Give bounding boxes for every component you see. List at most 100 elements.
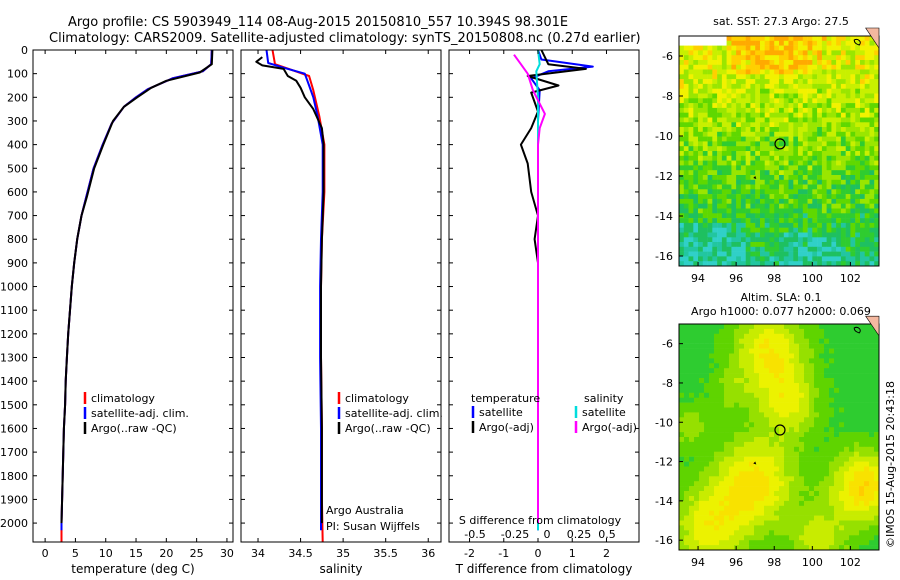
sst-cell [750, 136, 756, 142]
sla-cell [859, 535, 865, 541]
sst-cell [774, 50, 780, 56]
sst-cell [840, 117, 846, 123]
sst-cell [698, 256, 704, 262]
sst-cell [836, 155, 842, 161]
sst-cell [869, 165, 875, 171]
sla-cell [844, 530, 850, 536]
sst-cell [683, 242, 689, 248]
sst-cell [860, 232, 866, 238]
sla-cell [764, 368, 770, 374]
sla-cell [819, 540, 825, 546]
sla-cell [704, 486, 710, 492]
sla-cell [729, 466, 735, 472]
sst-cell [826, 155, 832, 161]
sst-cell [760, 151, 766, 157]
sst-cell [779, 93, 785, 99]
sst-cell [736, 50, 742, 56]
sla-cell [839, 392, 845, 399]
sst-cell [860, 222, 866, 228]
sla-cell [729, 427, 735, 433]
sst-cell [817, 155, 823, 161]
sla-cell [769, 461, 775, 467]
sst-cell [755, 64, 761, 70]
plot-frame [240, 49, 442, 543]
sla-cell [699, 387, 705, 394]
sst-cell [707, 79, 713, 85]
sla-cell [794, 353, 800, 359]
sst-cell [688, 213, 694, 219]
sst-cell [726, 141, 732, 147]
plot-frame [448, 49, 640, 543]
sla-cell [744, 545, 750, 550]
sla-cell [759, 540, 765, 546]
sst-cell [821, 160, 827, 166]
sla-cell [814, 451, 820, 457]
sst-cell [721, 165, 727, 171]
sst-cell [721, 74, 727, 80]
sst-cell [683, 98, 689, 104]
sst-cell [855, 151, 861, 157]
sst-cell [750, 60, 756, 66]
sst-cell [707, 155, 713, 161]
sla-cell [729, 348, 735, 354]
sst-cell [726, 88, 732, 94]
sst-cell [740, 213, 746, 219]
sla-cell [799, 476, 805, 482]
sla-cell [819, 456, 825, 462]
sla-cell [699, 328, 705, 335]
sla-cell [784, 338, 790, 344]
y-tick-label: 400 [7, 139, 28, 152]
sst-cell [840, 131, 846, 137]
sla-cell [714, 358, 720, 364]
sst-cell [721, 222, 727, 228]
sla-cell [869, 540, 875, 546]
sla-cell [774, 505, 780, 512]
sst-cell [826, 136, 832, 142]
sla-cell [829, 412, 835, 418]
sla-cell [709, 486, 715, 492]
sst-cell [726, 175, 732, 181]
sla-cell [789, 471, 795, 477]
sst-cell [707, 64, 713, 70]
sla-cell [689, 412, 695, 418]
sst-cell [779, 88, 785, 94]
sst-cell [726, 170, 732, 176]
sla-cell [794, 446, 800, 453]
sst-cell [826, 64, 832, 70]
sst-cell [760, 227, 766, 233]
sst-cell [688, 45, 694, 51]
sla-cell [849, 353, 855, 359]
sla-cell [739, 363, 745, 369]
sla-cell [809, 432, 815, 438]
sst-cell [760, 160, 766, 166]
sst-cell [717, 122, 723, 128]
sst-cell [864, 45, 870, 51]
sst-cell [869, 251, 875, 257]
sla-cell [834, 515, 840, 521]
sla-cell [699, 486, 705, 492]
sst-cell [769, 83, 775, 89]
sst-cell [760, 170, 766, 176]
sst-cell [683, 136, 689, 142]
sla-cell [854, 525, 860, 531]
sla-cell [704, 481, 710, 487]
sla-cell [859, 520, 865, 526]
sla-cell [734, 530, 740, 536]
sla-cell [859, 353, 865, 359]
sla-cell [784, 387, 790, 394]
sst-cell [817, 88, 823, 94]
sst-cell [764, 213, 770, 219]
sla-cell [764, 481, 770, 487]
sst-cell [679, 146, 685, 152]
sst-cell [731, 36, 737, 42]
sst-cell [812, 170, 818, 176]
sst-cell [855, 246, 861, 252]
sla-cell [749, 432, 755, 438]
sst-cell [826, 251, 832, 257]
sst-cell [683, 189, 689, 195]
sla-cell [824, 486, 830, 492]
sst-cell [836, 189, 842, 195]
sla-cell [704, 505, 710, 512]
sst-cell [693, 79, 699, 85]
sla-cell [829, 525, 835, 531]
